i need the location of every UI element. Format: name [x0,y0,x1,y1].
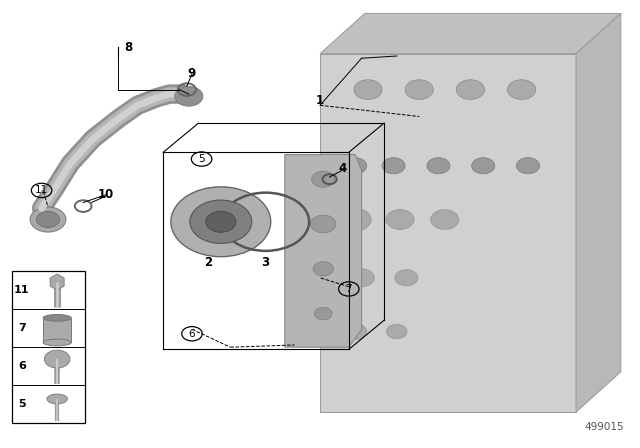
Circle shape [36,211,60,228]
Circle shape [313,262,333,276]
Text: 5: 5 [18,399,26,409]
Circle shape [30,207,66,232]
Text: 6: 6 [189,329,195,339]
Circle shape [206,211,236,232]
Circle shape [310,215,336,233]
Polygon shape [576,13,621,412]
Polygon shape [285,155,362,347]
Text: 10: 10 [97,188,114,202]
Circle shape [314,307,332,320]
Text: 5: 5 [198,154,205,164]
Text: 3: 3 [262,255,269,269]
Text: 11: 11 [14,285,29,295]
Text: 2: 2 [204,255,212,269]
Circle shape [387,324,407,339]
Circle shape [395,270,418,286]
Circle shape [427,158,450,174]
Text: 7: 7 [18,323,26,333]
Text: 11: 11 [35,185,48,195]
Circle shape [354,80,382,99]
Ellipse shape [43,339,71,346]
Text: 499015: 499015 [584,422,624,432]
Text: 9: 9 [188,67,196,81]
Circle shape [175,86,203,106]
Polygon shape [320,54,576,412]
Circle shape [386,210,414,229]
Circle shape [382,158,405,174]
Circle shape [190,200,252,243]
Circle shape [44,350,70,368]
Text: 8: 8 [124,40,132,54]
Circle shape [339,208,371,231]
Ellipse shape [43,314,71,321]
Polygon shape [320,13,621,54]
Circle shape [171,187,271,257]
Text: 4: 4 [339,161,346,175]
Circle shape [431,210,459,229]
Circle shape [456,80,484,99]
Polygon shape [50,274,64,290]
Circle shape [508,80,536,99]
Circle shape [349,269,374,287]
Text: 7: 7 [346,284,352,294]
Circle shape [516,158,540,174]
Circle shape [472,158,495,174]
Circle shape [344,158,367,174]
Circle shape [344,323,367,340]
FancyBboxPatch shape [12,271,85,423]
Text: 6: 6 [18,361,26,371]
Ellipse shape [47,394,67,404]
Circle shape [312,171,335,187]
Bar [43,318,71,342]
Circle shape [405,80,433,99]
Text: 1: 1 [316,94,324,108]
